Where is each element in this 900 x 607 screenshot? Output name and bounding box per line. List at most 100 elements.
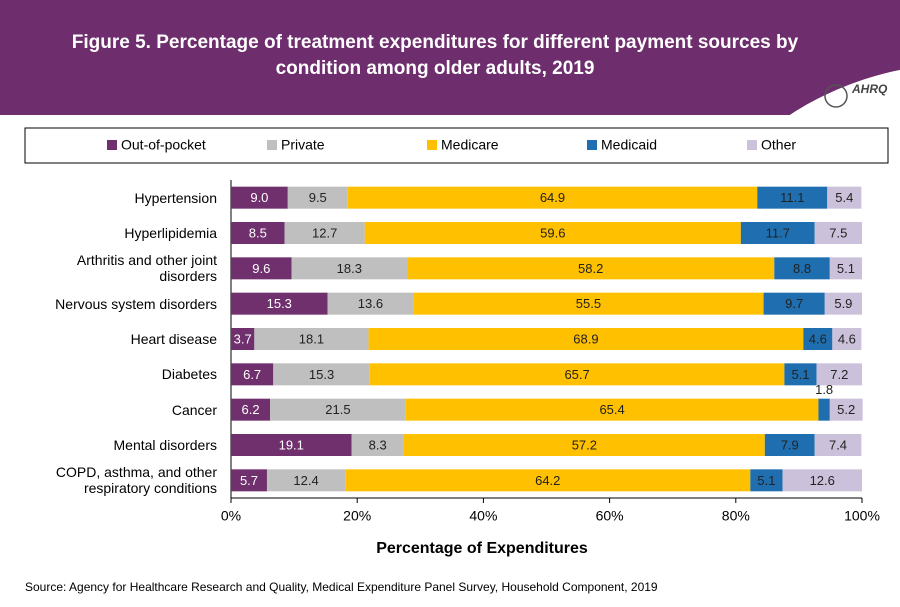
data-label: 19.1 (279, 437, 304, 452)
legend-label: Medicaid (601, 137, 657, 153)
legend-label: Medicare (441, 137, 499, 153)
data-label: 7.2 (830, 367, 848, 382)
bar-segment (327, 292, 414, 315)
bar-segment (231, 398, 271, 421)
y-tick-label: COPD, asthma, and other respiratory cond… (55, 464, 217, 497)
bar-segment (266, 469, 346, 492)
bar-segment (231, 222, 285, 244)
data-label: 7.5 (829, 225, 847, 240)
x-tick-label: 20% (343, 508, 371, 524)
x-tick-label: 60% (596, 508, 624, 524)
banner-curve (790, 70, 900, 120)
bar-segment (284, 222, 365, 244)
bar-segment (270, 398, 406, 421)
bar-segment (829, 257, 862, 280)
bar-segment (816, 363, 862, 386)
source-note: Source: Agency for Healthcare Research a… (25, 580, 658, 594)
chart-title: Figure 5. Percentage of treatment expend… (71, 32, 799, 79)
data-label: 6.2 (242, 402, 260, 417)
bar-segment (763, 292, 825, 315)
y-tick-label: Arthritis and other joint disorders (76, 252, 217, 285)
bar-segment (231, 469, 267, 492)
data-label: 5.2 (837, 402, 855, 417)
data-label: 58.2 (578, 261, 603, 276)
data-label: 1.8 (815, 382, 833, 397)
legend-swatch (267, 140, 277, 150)
bar-segment (803, 328, 833, 350)
bar-segment (368, 328, 804, 350)
bar-segment (231, 292, 328, 315)
data-label: 6.7 (243, 367, 261, 382)
bar-segment (231, 186, 288, 209)
bar-segment (231, 434, 352, 456)
data-label: 8.3 (369, 437, 387, 452)
data-label: 65.4 (599, 402, 624, 417)
x-tick-label: 40% (469, 508, 497, 524)
bar-segment (231, 328, 255, 350)
y-tick-label: Hypertension (134, 189, 218, 206)
data-label: 18.1 (299, 331, 324, 346)
data-label: 21.5 (325, 402, 350, 417)
data-label: 5.4 (835, 190, 853, 205)
data-label: 13.6 (358, 296, 383, 311)
y-tick-label: Diabetes (161, 366, 217, 383)
data-label: 18.3 (337, 261, 362, 276)
data-label: 9.7 (785, 296, 803, 311)
data-label: 68.9 (573, 331, 598, 346)
data-label: 5.1 (791, 367, 809, 382)
legend-label: Out-of-pocket (121, 137, 206, 153)
bar-segment (231, 363, 274, 386)
data-label: 3.7 (234, 331, 252, 346)
legend-label: Other (761, 137, 796, 153)
bar-segment (774, 257, 830, 280)
data-label: 5.9 (834, 296, 852, 311)
x-tick-label: 0% (221, 508, 241, 524)
bar-segment (347, 186, 758, 209)
bar-segment (407, 257, 775, 280)
data-label: 9.0 (250, 190, 268, 205)
data-label: 4.6 (838, 331, 856, 346)
bar-segment (757, 186, 828, 209)
bar-segment (403, 434, 765, 456)
bar-segment (829, 398, 863, 421)
bar-segment (784, 363, 817, 386)
legend-swatch (587, 140, 597, 150)
y-tick-label: Hyperlipidemia (124, 225, 217, 241)
data-label: 7.9 (781, 437, 799, 452)
data-label: 11.1 (780, 190, 804, 205)
data-label: 15.3 (309, 367, 334, 382)
bar-segment (351, 434, 404, 456)
x-tick-label: 80% (722, 508, 750, 524)
bar-segment (291, 257, 408, 280)
bar-segment (818, 398, 830, 421)
data-label: 9.5 (309, 190, 327, 205)
data-label: 5.1 (757, 473, 775, 488)
x-tick-label: 100% (844, 508, 880, 524)
data-label: 7.4 (829, 437, 847, 452)
logo: AHRQ (824, 82, 888, 108)
x-axis-title: Percentage of Expenditures (376, 540, 588, 557)
title-banner (0, 0, 900, 115)
bar-segment (832, 328, 862, 350)
bar-segment (273, 363, 370, 386)
data-label: 64.2 (535, 473, 560, 488)
data-label: 8.5 (249, 225, 267, 240)
bar-segment (364, 222, 741, 244)
data-label: 57.2 (572, 437, 597, 452)
data-label: 59.6 (540, 225, 565, 240)
legend-box (24, 127, 889, 164)
y-tick-label: Cancer (171, 401, 217, 418)
y-tick-label: Heart disease (130, 331, 217, 347)
bar-segment (814, 222, 862, 244)
legend-swatch (107, 140, 117, 150)
bar-segment (345, 469, 751, 492)
data-label: 5.1 (837, 261, 855, 276)
y-tick-label: Mental disorders (113, 437, 218, 453)
bar-segment (750, 469, 783, 492)
data-label: 65.7 (564, 367, 589, 382)
y-tick-label: Nervous system disorders (55, 295, 217, 312)
bar-segment (764, 434, 815, 456)
bar-segment (231, 257, 292, 280)
legend-swatch (747, 140, 757, 150)
